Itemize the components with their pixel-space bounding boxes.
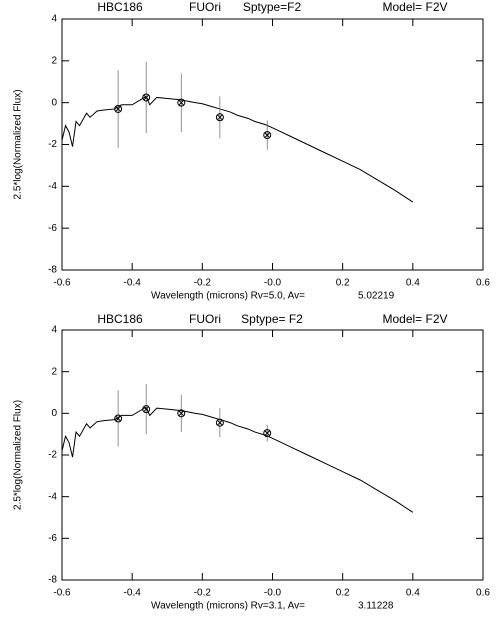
y-axis-label: 2.5*log(Normalized Flux) <box>13 400 24 510</box>
y-tick-label: -8 <box>48 575 57 586</box>
y-tick-label: 0 <box>51 97 57 108</box>
x-tick-label: 0.4 <box>406 278 420 289</box>
data-point <box>142 93 151 102</box>
x-tick-label: -0.6 <box>53 588 71 599</box>
data-point-cross <box>217 419 223 426</box>
x-tick-label: -0.2 <box>194 588 212 599</box>
spectrum-line <box>61 406 414 513</box>
y-tick-label: 4 <box>51 325 57 336</box>
data-point-cross <box>178 99 185 106</box>
data-point <box>177 409 186 418</box>
y-tick-label: -2 <box>48 139 57 150</box>
x-tick-label: 0.6 <box>476 278 490 289</box>
x-tick-label: -0.0 <box>264 588 282 599</box>
y-axis-label: 2.5*log(Normalized Flux) <box>13 89 24 199</box>
data-point <box>177 98 186 107</box>
title-item: FUOri <box>189 312 221 326</box>
data-point-cross <box>264 430 271 436</box>
data-point <box>142 405 151 414</box>
y-tick-label: -4 <box>48 491 57 502</box>
data-point <box>215 113 224 122</box>
y-tick-label: 0 <box>51 408 57 419</box>
x-tick-label: -0.4 <box>124 278 142 289</box>
data-point-cross <box>178 410 185 417</box>
title-item: Sptype=F2 <box>243 0 302 14</box>
title-item: HBC186 <box>97 312 143 326</box>
data-point-cross <box>115 415 121 422</box>
x-tick-label: 0.6 <box>476 588 490 599</box>
x-tick-label: 0.2 <box>336 588 350 599</box>
data-point-cross <box>143 94 150 101</box>
data-point <box>114 414 123 423</box>
title-item: FUOri <box>189 0 221 14</box>
data-point <box>114 104 123 113</box>
spectrum-line <box>61 95 414 203</box>
y-tick-label: -4 <box>48 181 57 192</box>
x-tick-label: -0.2 <box>194 278 212 289</box>
x-tick-label: -0.0 <box>264 278 282 289</box>
x-tick-label: 0.2 <box>336 278 350 289</box>
title-item: HBC186 <box>97 0 143 14</box>
av-value: 5.02219 <box>358 291 395 302</box>
title-item: Sptype= F2 <box>241 312 303 326</box>
y-tick-label: 2 <box>51 366 57 377</box>
data-point <box>263 131 272 140</box>
y-tick-label: 4 <box>51 14 57 25</box>
y-tick-label: 2 <box>51 55 57 66</box>
data-point-cross <box>217 114 223 121</box>
plot-frame <box>61 329 484 581</box>
plot-frame <box>61 18 484 271</box>
title-item: Model= F2V <box>382 0 447 14</box>
data-point-cross <box>264 132 271 138</box>
x-axis-label: Wavelength (microns) Rv=5.0, Av= <box>151 291 305 302</box>
data-point-cross <box>115 106 121 112</box>
data-point-cross <box>143 406 150 413</box>
title-item: Model= F2V <box>382 312 447 326</box>
y-tick-label: -8 <box>48 265 57 276</box>
x-tick-label: -0.6 <box>53 278 71 289</box>
x-tick-label: -0.4 <box>124 588 142 599</box>
y-tick-label: -6 <box>48 533 57 544</box>
y-tick-label: -2 <box>48 450 57 461</box>
y-tick-label: -6 <box>48 223 57 234</box>
av-value: 3.11228 <box>358 601 394 612</box>
x-axis-label: Wavelength (microns) Rv=3.1, Av= <box>151 601 305 612</box>
data-point <box>215 418 224 427</box>
x-tick-label: 0.4 <box>406 588 420 599</box>
data-point <box>263 429 272 438</box>
